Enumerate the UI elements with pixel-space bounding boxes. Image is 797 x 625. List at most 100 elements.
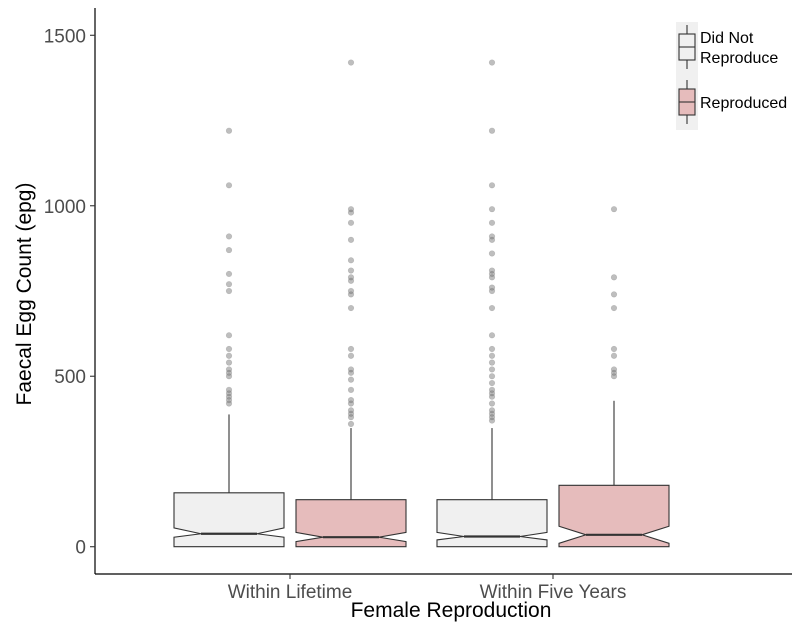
outlier-point (347, 420, 355, 428)
outlier-point (225, 390, 233, 397)
outlier-point (488, 407, 496, 414)
outlier-point (610, 274, 618, 281)
outlier-point (347, 397, 355, 404)
outlier-point (488, 236, 496, 243)
outlier-point (225, 386, 233, 393)
outlier-point (610, 366, 618, 373)
outlier-point (225, 400, 233, 407)
box-body (173, 492, 285, 548)
outlier-point (225, 127, 233, 134)
y-tick-label: 1500 (44, 26, 86, 47)
outlier-point (488, 182, 496, 189)
outlier-point (610, 291, 618, 298)
outlier-point (347, 352, 355, 359)
outlier-point (225, 287, 233, 295)
x-axis-title: Female Reproduction (351, 599, 552, 622)
legend-label-line: Reproduced (700, 95, 787, 112)
outlier-point (610, 206, 618, 213)
outlier-point (225, 281, 233, 288)
outlier-point (347, 386, 355, 393)
outlier-point (347, 366, 355, 373)
outlier-point (488, 414, 496, 421)
outlier-point (488, 352, 496, 359)
outlier-point (488, 379, 496, 387)
outlier-point (610, 304, 618, 312)
y-tick-label: 500 (54, 367, 86, 388)
outlier-point (488, 390, 496, 397)
outlier-point (225, 397, 233, 404)
x-tick-label: Within Lifetime (228, 582, 353, 603)
outlier-point (488, 359, 496, 366)
outlier-point (488, 345, 496, 353)
legend-label-line: Reproduce (700, 50, 778, 67)
outlier-point (488, 417, 496, 424)
outlier-point (347, 206, 355, 213)
legend-label: Did Not Reproduce (700, 30, 778, 67)
outlier-point (347, 209, 355, 216)
outlier-point (488, 274, 496, 281)
outlier-point (347, 274, 355, 281)
outlier-point (225, 366, 233, 373)
y-tick-label: 0 (75, 538, 86, 559)
outlier-point (347, 219, 355, 226)
outlier-point (347, 414, 355, 421)
outlier-point (225, 359, 233, 366)
axes-layer: 0 500 1000 1500 Within Lifetime Within Five Y… (44, 8, 792, 603)
box-body (295, 499, 407, 548)
outlier-point (488, 386, 496, 393)
outlier-point (347, 267, 355, 274)
outlier-point (347, 410, 355, 417)
outlier-point (225, 345, 233, 353)
legend: Did Not Reproduce Reproduced (676, 22, 787, 130)
y-axis-title: Faecal Egg Count (epg) (13, 183, 36, 406)
outlier-point (225, 246, 233, 254)
outlier-point (225, 233, 233, 240)
outlier-point (488, 332, 496, 339)
outlier-point (225, 270, 233, 278)
outlier-point (225, 393, 233, 400)
outlier-point (488, 400, 496, 407)
y-tick-label: 1000 (44, 197, 86, 218)
legend-label-line: Did Not (700, 30, 754, 47)
outlier-point (610, 373, 618, 380)
outlier-point (610, 345, 618, 353)
outlier-point (488, 233, 496, 240)
outlier-point (610, 369, 618, 376)
outlier-point (347, 407, 355, 414)
outlier-point (347, 236, 355, 243)
outlier-point (225, 332, 233, 339)
outlier-point (347, 400, 355, 407)
box-body (436, 499, 548, 548)
outliers-layer (225, 59, 618, 428)
outlier-point (488, 270, 496, 278)
outlier-point (347, 369, 355, 376)
outlier-point (488, 206, 496, 213)
boxes-layer (173, 400, 670, 548)
outlier-point (347, 277, 355, 284)
outlier-point (347, 59, 355, 66)
outlier-point (488, 219, 496, 226)
outlier-point (488, 304, 496, 312)
outlier-point (225, 369, 233, 376)
outlier-point (225, 182, 233, 189)
outlier-point (225, 373, 233, 380)
outlier-point (488, 410, 496, 417)
outlier-point (347, 291, 355, 298)
outlier-point (488, 393, 496, 400)
outlier-point (488, 284, 496, 291)
outlier-point (347, 376, 355, 383)
outlier-point (347, 345, 355, 353)
outlier-point (488, 250, 496, 257)
outlier-point (488, 287, 496, 295)
outlier-point (488, 267, 496, 274)
legend-label: Reproduced (700, 95, 787, 112)
outlier-point (488, 127, 496, 134)
outlier-point (488, 366, 496, 373)
outlier-point (347, 304, 355, 312)
outlier-point (347, 257, 355, 264)
box-body (558, 484, 670, 548)
outlier-point (610, 352, 618, 359)
outlier-point (488, 59, 496, 66)
outlier-point (488, 373, 496, 380)
